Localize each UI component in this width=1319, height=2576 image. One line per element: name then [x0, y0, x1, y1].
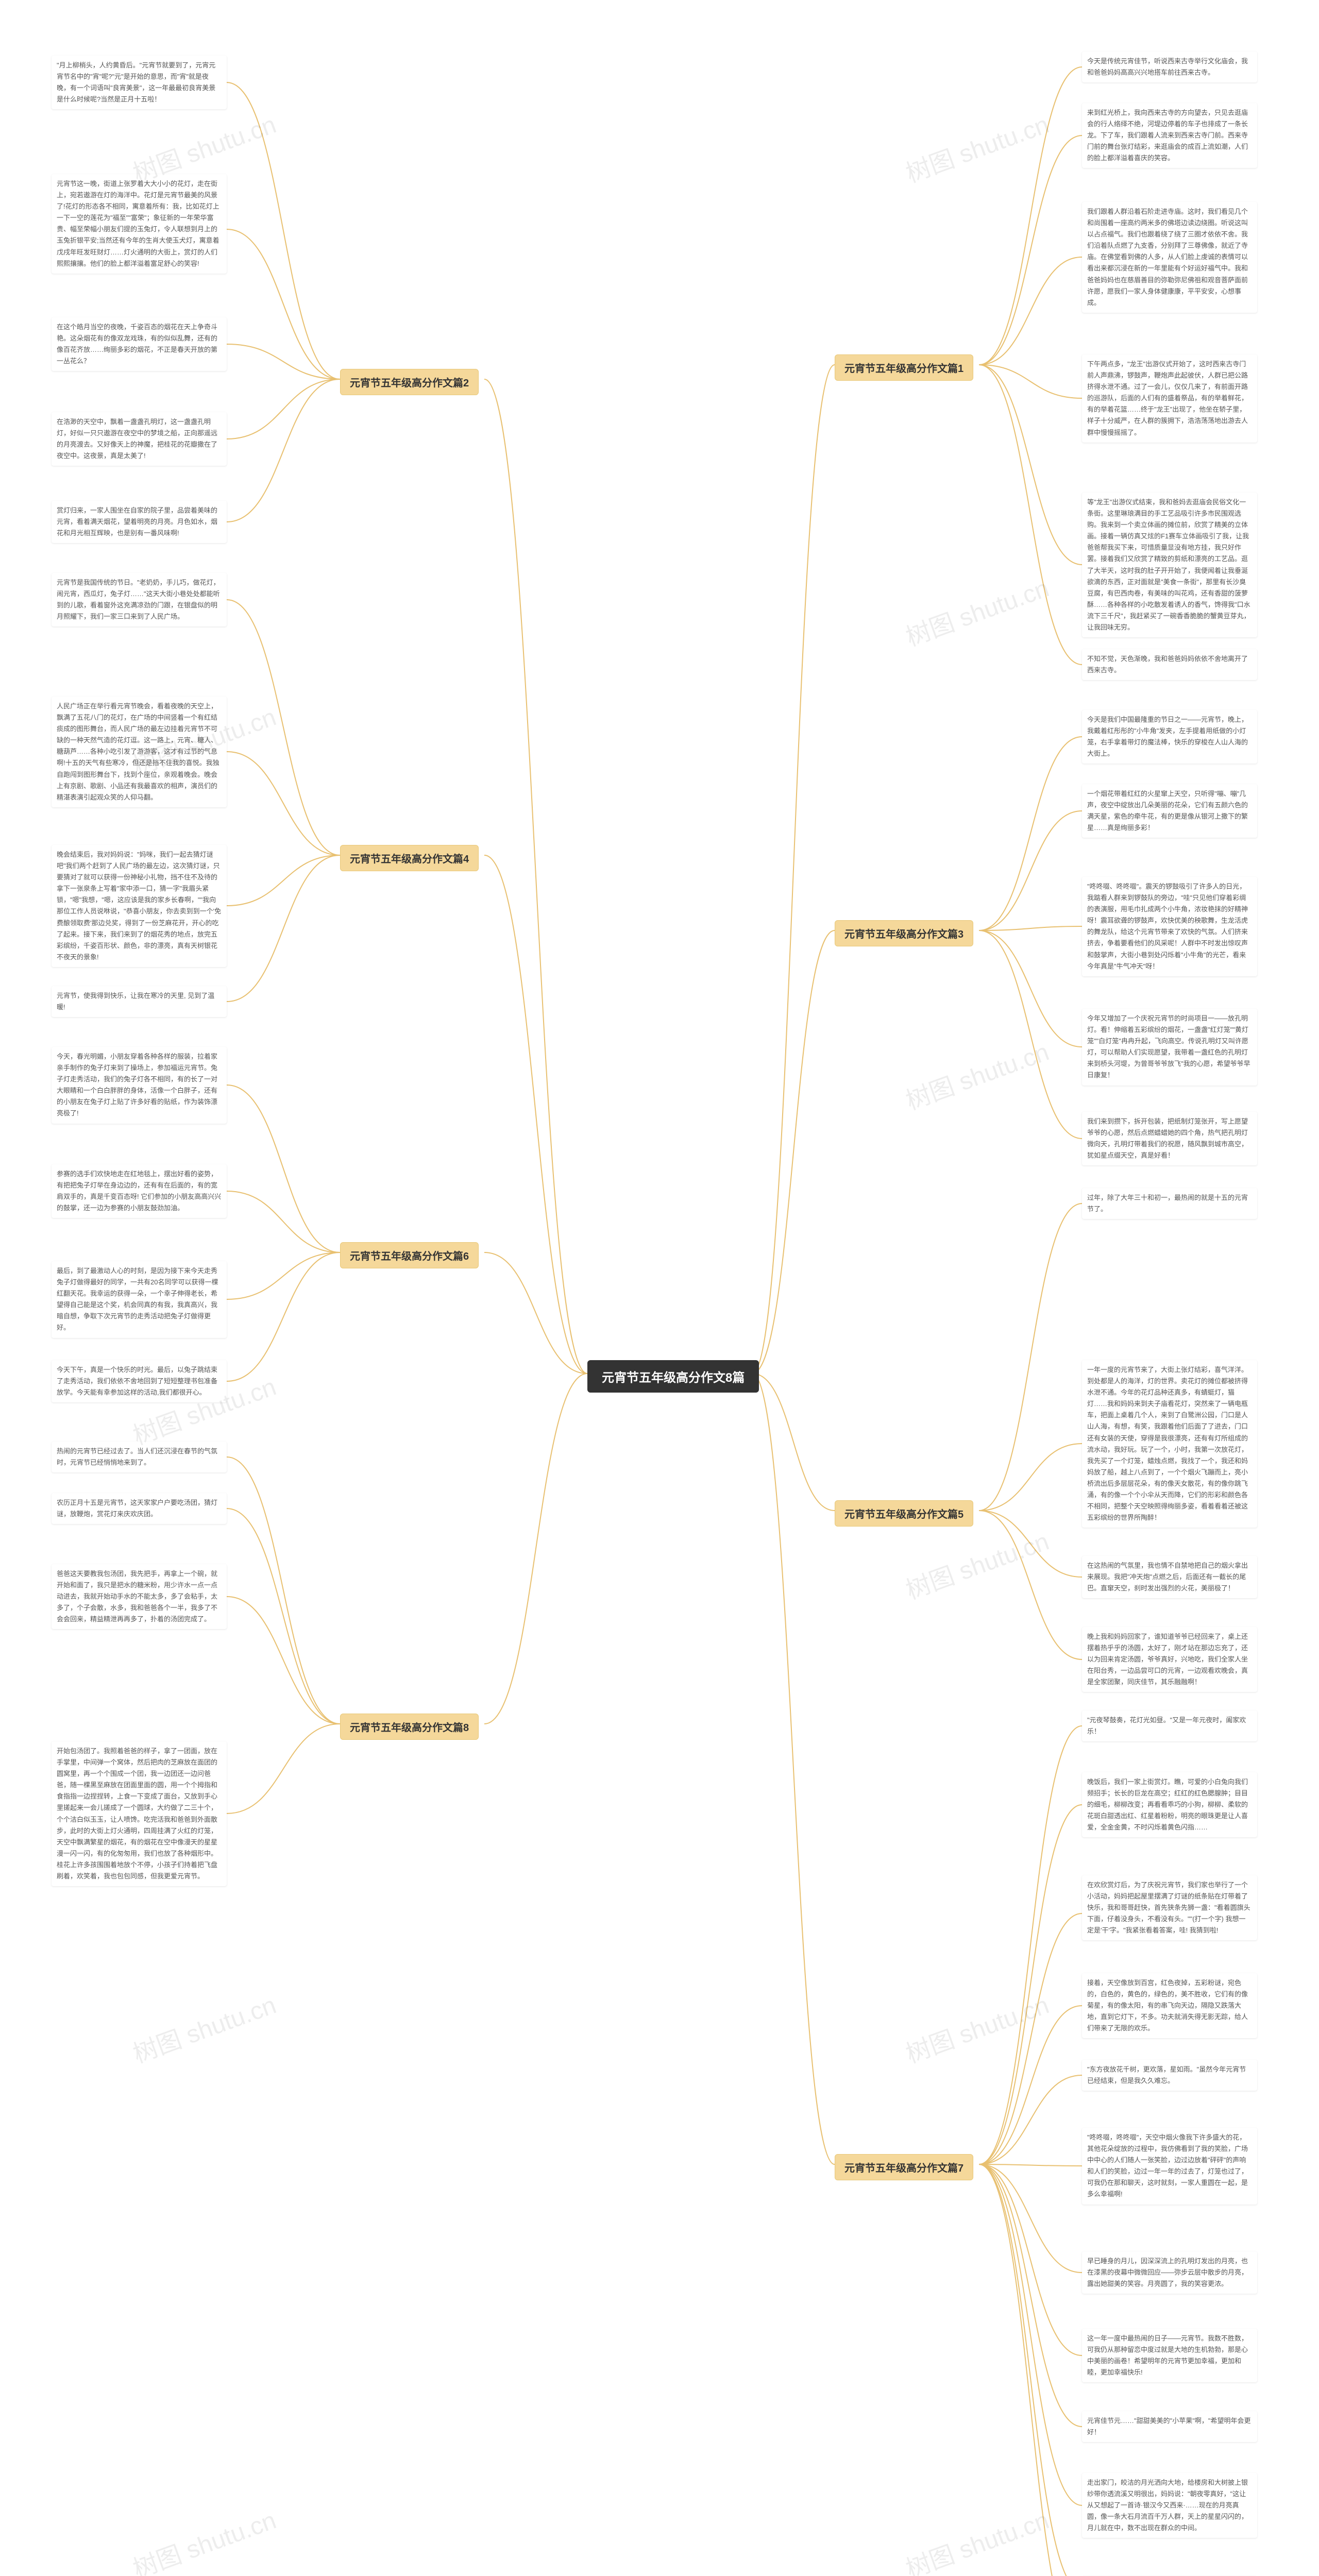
- center-node: 元宵节五年级高分作文8篇: [587, 1360, 759, 1393]
- leaf-node: 在欢欣赏灯后，为了庆祝元宵节，我们家也举行了一个小活动，妈妈把起屋里摆满了灯谜的…: [1082, 1875, 1257, 1940]
- leaf-node: 人民广场正在举行看元宵节晚会，看着夜晚的天空上，飘满了五花八门的花灯，在广场的中…: [52, 697, 227, 807]
- watermark: 树图 shutu.cn: [127, 1985, 280, 2070]
- leaf-node: 在这热闹的气氛里，我也情不自禁地把自己的烟火拿出来展现。我把"冲天炮"点燃之后，…: [1082, 1556, 1257, 1598]
- leaf-node: 在浩渺的天空中，飘着一盏盏孔明灯，这一盏盏孔明灯，好似一只只遨游在夜空中的梦境之…: [52, 412, 227, 466]
- leaf-node: 等"龙王"出游仪式结束，我和爸妈去逛庙会民俗文化一条街。这里琳琅满目的手工艺品吸…: [1082, 493, 1257, 637]
- watermark: 树图 shutu.cn: [900, 2500, 1053, 2576]
- leaf-node: 我们来到攒下，拆开包装，把纸制灯笼张开，写上愿望爷爷的心愿，然后点燃蜡蜡她的四个…: [1082, 1112, 1257, 1165]
- watermark: 树图 shutu.cn: [900, 1985, 1053, 2070]
- leaf-node: "元夜琴鼓奏，花灯光如昼。"又是一年元夜时，阖家欢乐！: [1082, 1710, 1257, 1741]
- leaf-node: 今天是我们中国最隆重的节日之一——元宵节，晚上，我戴着红彤彤的"小牛角"发夹，左…: [1082, 710, 1257, 764]
- leaf-node: 今天下午，真是一个快乐的时光。最后，以兔子跳结束了走秀活动，我们依依不舍地回到了…: [52, 1360, 227, 1402]
- leaf-node: 晚会结束后，我对妈妈说："妈咪，我们一起去猜灯谜吧"我们两个赶到了人民广场的最左…: [52, 845, 227, 967]
- leaf-node: 参赛的选手们欢快地走在红地毯上，摆出好看的姿势，有把把兔子灯举在身边边的，还有有…: [52, 1164, 227, 1218]
- leaf-node: 今天，春光明媚，小朋友穿着各种各样的服装，拉着家亲手制作的兔子灯来到了操场上，参…: [52, 1047, 227, 1124]
- leaf-node: 开始包汤团了。我照着爸爸的样子，拿了一团面，放在手掌里，中间弹一个窝体，然后把肉…: [52, 1741, 227, 1886]
- leaf-node: 来到红光桥上，我向西来古寺的方向望去，只见去逛庙会的行人络绎不绝，河堤边停着的车…: [1082, 103, 1257, 168]
- leaf-node: 走出家门，皎洁的月光洒向大地，给楼房和大树披上银纱带你透流溪又明很出，妈妈说："…: [1082, 2473, 1257, 2538]
- leaf-node: 接着，天空像放到百宫，红色夜掉，五彩粉谜，宛色的，白色的，黄色的，绿色的，美不胜…: [1082, 1973, 1257, 2038]
- leaf-node: 在这个皓月当空的夜晚，千姿百态的烟花在天上争奇斗艳。这朵烟花有的像双龙戏珠，有的…: [52, 317, 227, 371]
- leaf-node: 元宵节这一晚，街道上张罗着大大小小的花灯，走在街上，宛若遨游在灯的海洋中。花灯是…: [52, 174, 227, 274]
- section-node: 元宵节五年级高分作文篇7: [835, 2154, 973, 2180]
- leaf-node: "东方夜放花千树，更欢落，星如雨。"虽然今年元宵节已经结束，但是我久久难忘。: [1082, 2060, 1257, 2091]
- leaf-node: "月上柳梢头，人约黄昏后。"元宵节就要到了，元宵元宵节名中的"宵"呢?"元"是开…: [52, 56, 227, 109]
- leaf-node: 元宵节是我国传统的节日。"老奶奶，手儿巧，做花灯，闹元宵，西瓜灯，兔子灯……"这…: [52, 573, 227, 626]
- section-node: 元宵节五年级高分作文篇1: [835, 354, 973, 381]
- leaf-node: 元宵佳节元……"甜甜美美的"小苹果"啊，"希望明年会更好！: [1082, 2411, 1257, 2442]
- leaf-node: 这一年一度中最热闹的日子——元宵节。我数不胜数，可我仍从那种留恋中度过就是大地的…: [1082, 2329, 1257, 2382]
- section-node: 元宵节五年级高分作文篇8: [340, 1714, 479, 1740]
- section-node: 元宵节五年级高分作文篇3: [835, 920, 973, 946]
- leaf-node: 一个烟花带着红红的火星窜上天空，只听得"嘣、嘣"几声，夜空中绽放出几朵美丽的花朵…: [1082, 784, 1257, 838]
- leaf-node: 元宵节，使我得到快乐，让我在寒冷的天里, 见到了温暖!: [52, 986, 227, 1017]
- section-node: 元宵节五年级高分作文篇5: [835, 1500, 973, 1527]
- watermark: 树图 shutu.cn: [900, 1031, 1053, 1116]
- leaf-node: "咚咚啜，咚咚啜"，天空中烟火像我下许多盛大的花，其他花朵绽放的过程中，我仿佛看…: [1082, 2128, 1257, 2205]
- section-node: 元宵节五年级高分作文篇2: [340, 369, 479, 395]
- watermark: 树图 shutu.cn: [127, 2500, 280, 2576]
- leaf-node: 一年一度的元宵节来了，大街上张灯结彩，喜气洋洋。到处都是人的海洋，灯的世界。卖花…: [1082, 1360, 1257, 1528]
- section-node: 元宵节五年级高分作文篇4: [340, 845, 479, 871]
- leaf-node: 热闹的元宵节已经过去了。当人们还沉浸在春节的气氛时，元宵节已经悄悄地来到了。: [52, 1442, 227, 1472]
- leaf-node: 最后，到了最激动人心的时刻，是因为接下来今天走秀兔子灯做得最好的同学，一共有20…: [52, 1261, 227, 1338]
- leaf-node: 农历正月十五是元宵节，这天家家户户要吃汤团，猜灯谜，放鞭炮，赏花灯来庆欢庆团。: [52, 1493, 227, 1524]
- leaf-node: 不知不觉，天色渐晚，我和爸爸妈妈依依不舍地离开了西来古寺。: [1082, 649, 1257, 680]
- leaf-node: 晚饭后，我们一家上街赏灯。瞧，可爱的小白兔向我们频招手；长长的巨龙在高空；红红的…: [1082, 1772, 1257, 1837]
- watermark: 树图 shutu.cn: [900, 568, 1053, 653]
- leaf-node: "咚咚啜、咚咚啜"。震天的锣鼓吸引了许多人的日光，我踮看人群来到锣鼓队的旁边，"…: [1082, 877, 1257, 976]
- leaf-node: 我们跟着人群沿着石阶走进寺庙。这时，我们看见几个和尚围着一座高约两米多的佛塔边读…: [1082, 202, 1257, 313]
- watermark: 树图 shutu.cn: [900, 104, 1053, 189]
- leaf-node: 下午两点多，"龙王"出游仪式开始了，这时西来古寺门前人声鼎沸，锣鼓声，鞭炮声此起…: [1082, 354, 1257, 443]
- section-node: 元宵节五年级高分作文篇6: [340, 1242, 479, 1268]
- leaf-node: 今天是传统元宵佳节，听说西来古寺举行文化庙会，我和爸爸妈妈高高兴兴地搭车前往西来…: [1082, 52, 1257, 82]
- leaf-node: 爸爸这天要教我包汤团，我先把手，再拿上一个碗，就开始和面了，我只是把水的糖米粉，…: [52, 1564, 227, 1629]
- leaf-node: 今年又增加了一个庆祝元宵节的时尚项目一——放孔明灯。看！伸缩着五彩缤纷的烟花，一…: [1082, 1009, 1257, 1086]
- leaf-node: 晚上我和妈妈回家了，谁知道爷爷已经回来了，桌上还摆着热乎乎的汤圆，太好了，刚才站…: [1082, 1627, 1257, 1692]
- watermark: 树图 shutu.cn: [900, 1521, 1053, 1606]
- leaf-node: 过年，除了大年三十和初一，最热闹的就是十五的元宵节了。: [1082, 1188, 1257, 1219]
- leaf-node: 早已睡身的月儿，因深深流上的孔明灯发出的月亮，也在漆黑的夜幕中微微回应——弥步云…: [1082, 2251, 1257, 2294]
- leaf-node: 赏灯归来，一家人围坐在自家的院子里，品尝着美味的元宵，看着满天烟花，望着明亮的月…: [52, 501, 227, 543]
